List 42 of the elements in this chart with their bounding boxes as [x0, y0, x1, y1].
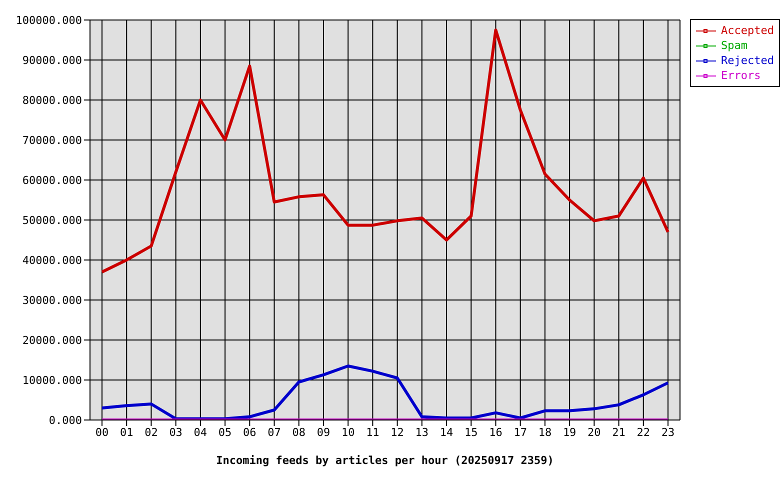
x-tick-label: 13	[415, 426, 429, 439]
x-tick-label: 07	[268, 426, 281, 439]
x-tick-label: 21	[612, 426, 626, 439]
y-tick-label: 0.000	[48, 414, 82, 427]
y-tick-label: 30000.000	[22, 294, 82, 307]
x-tick-label: 01	[120, 426, 134, 439]
x-tick-label: 02	[144, 426, 158, 439]
x-tick-label: 10	[341, 426, 355, 439]
x-tick-label: 15	[464, 426, 478, 439]
x-tick-label: 08	[292, 426, 306, 439]
y-tick-label: 50000.000	[22, 214, 82, 227]
x-tick-label: 12	[390, 426, 404, 439]
y-tick-label: 60000.000	[22, 174, 82, 187]
y-tick-label: 90000.000	[22, 54, 82, 67]
x-tick-label: 18	[538, 426, 552, 439]
legend-label: Accepted	[721, 24, 774, 37]
x-tick-label: 03	[169, 426, 182, 439]
legend-label: Spam	[721, 39, 748, 52]
x-axis-title: Incoming feeds by articles per hour (20250917 2359)	[216, 454, 554, 467]
x-tick-label: 06	[243, 426, 256, 439]
x-tick-label: 09	[316, 426, 330, 439]
x-tick-label: 14	[440, 426, 454, 439]
y-tick-label: 100000.000	[16, 14, 82, 27]
y-tick-label: 10000.000	[22, 374, 82, 387]
x-tick-label: 04	[194, 426, 208, 439]
legend-label: Rejected	[721, 54, 774, 67]
line-series	[100, 364, 670, 420]
x-tick-label: 16	[489, 426, 502, 439]
x-tick-label: 23	[661, 426, 675, 439]
x-tick-label: 11	[366, 426, 380, 439]
x-tick-label: 19	[562, 426, 576, 439]
x-tick-label: 00	[95, 426, 109, 439]
x-tick-label: 22	[636, 426, 650, 439]
x-tick-label: 05	[218, 426, 232, 439]
y-tick-label: 80000.000	[22, 94, 82, 107]
y-tick-label: 70000.000	[22, 134, 82, 147]
legend-label: Errors	[721, 69, 761, 82]
line-series	[100, 28, 670, 274]
y-tick-label: 20000.000	[22, 334, 82, 347]
x-tick-label: 20	[588, 426, 601, 439]
x-tick-label: 17	[514, 426, 527, 439]
y-tick-label: 40000.000	[22, 254, 82, 267]
